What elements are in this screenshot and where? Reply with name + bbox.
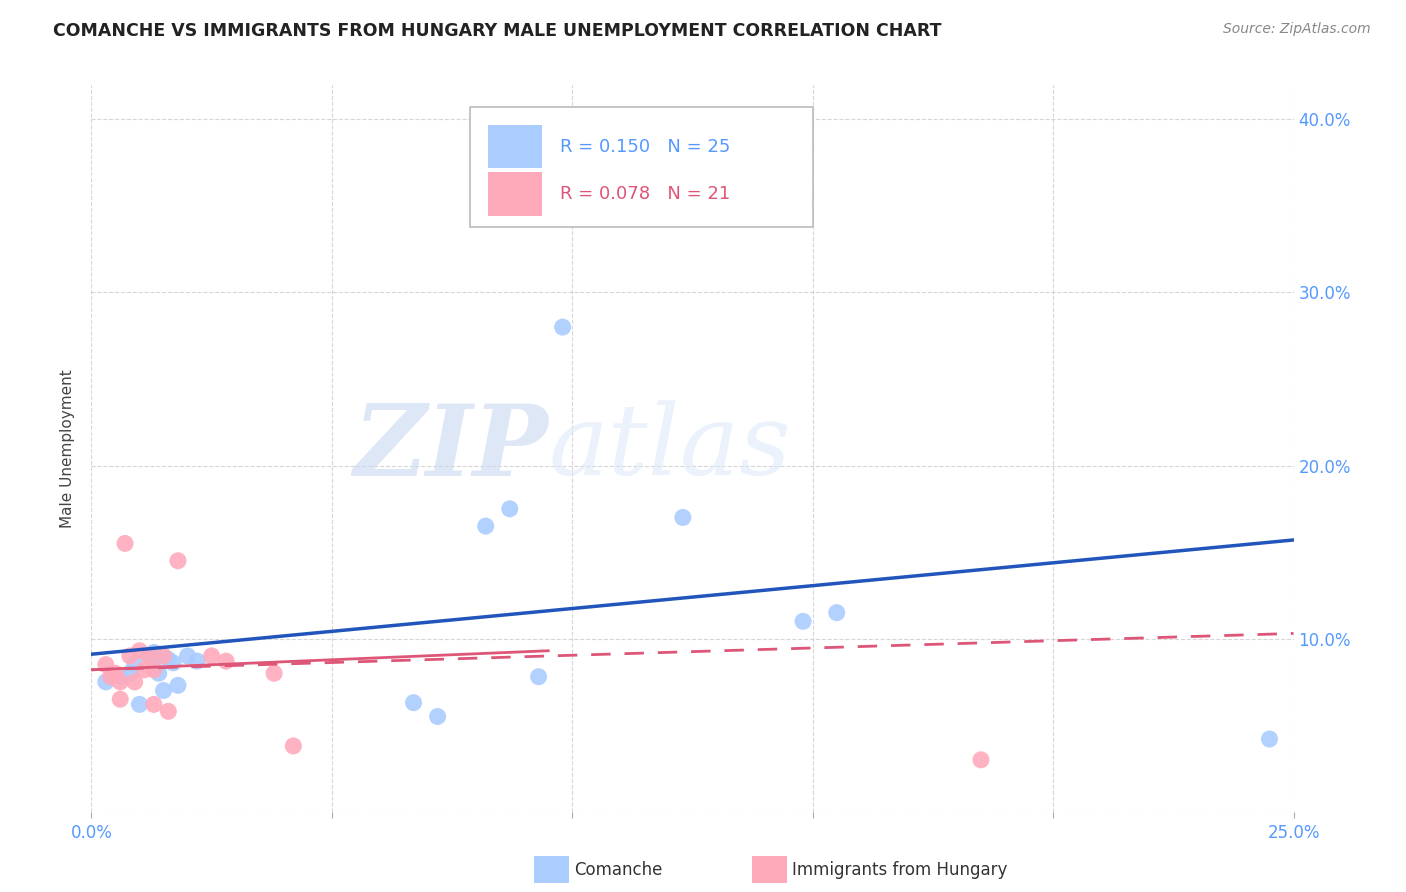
Point <box>104 666 127 681</box>
Point <box>499 501 522 516</box>
Y-axis label: Male Unemployment: Male Unemployment <box>60 369 76 527</box>
Bar <box>488 172 543 216</box>
Point <box>110 692 132 706</box>
Text: R = 0.078   N = 21: R = 0.078 N = 21 <box>560 185 731 202</box>
Point <box>970 753 993 767</box>
Point <box>167 678 190 692</box>
Point <box>110 670 132 684</box>
Text: Comanche: Comanche <box>574 861 662 879</box>
Point <box>157 652 180 666</box>
Point <box>157 704 180 718</box>
Point <box>152 683 174 698</box>
Point <box>148 666 170 681</box>
Point <box>551 320 574 334</box>
Point <box>94 674 117 689</box>
Point <box>142 645 165 659</box>
Text: Source: ZipAtlas.com: Source: ZipAtlas.com <box>1223 22 1371 37</box>
Point <box>263 666 285 681</box>
Text: COMANCHE VS IMMIGRANTS FROM HUNGARY MALE UNEMPLOYMENT CORRELATION CHART: COMANCHE VS IMMIGRANTS FROM HUNGARY MALE… <box>53 22 942 40</box>
Text: atlas: atlas <box>548 401 792 496</box>
Point <box>474 519 496 533</box>
Point <box>100 670 122 684</box>
Point <box>134 663 156 677</box>
Text: ZIP: ZIP <box>353 400 548 497</box>
Point <box>162 656 184 670</box>
Point <box>142 663 165 677</box>
Text: R = 0.150   N = 25: R = 0.150 N = 25 <box>560 137 731 155</box>
Point <box>167 554 190 568</box>
Point <box>124 674 146 689</box>
Point <box>176 648 198 663</box>
Point <box>1258 731 1281 746</box>
Text: Immigrants from Hungary: Immigrants from Hungary <box>792 861 1007 879</box>
Point <box>672 510 695 524</box>
Point <box>114 536 136 550</box>
Point <box>402 696 425 710</box>
Point <box>128 644 150 658</box>
Point <box>215 654 238 668</box>
Point <box>426 709 449 723</box>
Point <box>527 670 550 684</box>
Point <box>138 648 160 663</box>
Point <box>792 615 814 629</box>
Point <box>128 698 150 712</box>
Point <box>138 648 160 663</box>
Point <box>110 674 132 689</box>
FancyBboxPatch shape <box>470 106 813 227</box>
Point <box>118 666 141 681</box>
Point <box>186 654 208 668</box>
Bar <box>488 125 543 169</box>
Point <box>201 648 224 663</box>
Point <box>94 657 117 672</box>
Point <box>152 648 174 663</box>
Point <box>124 657 146 672</box>
Point <box>283 739 305 753</box>
Point <box>142 652 165 666</box>
Point <box>825 606 848 620</box>
Point <box>142 698 165 712</box>
Point <box>118 648 141 663</box>
